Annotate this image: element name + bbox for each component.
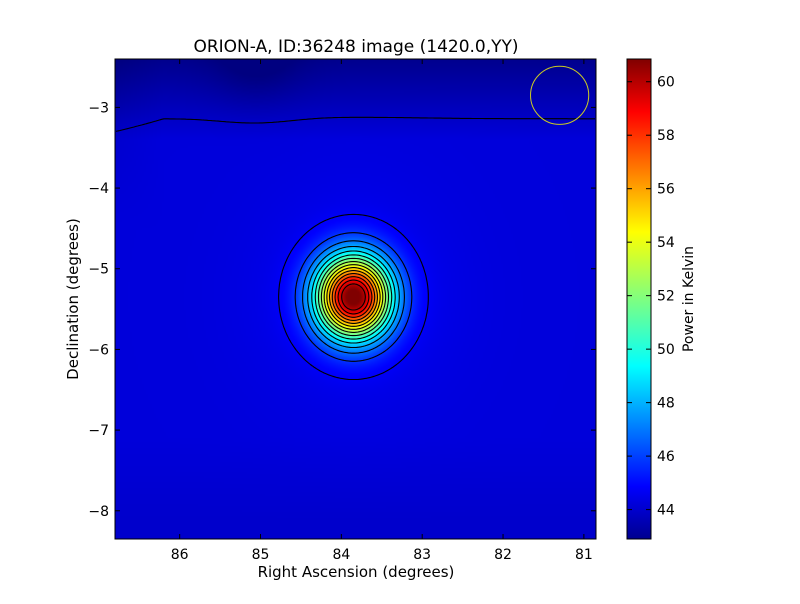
beam-marker bbox=[530, 65, 590, 125]
contour-line bbox=[328, 270, 378, 324]
colorbar: 44 46 48 50 52 54 56 58 60 bbox=[626, 58, 675, 540]
colorbar-tick-label: 54 bbox=[657, 235, 675, 251]
colorbar-tick-label: 50 bbox=[657, 342, 675, 358]
contour-line bbox=[115, 116, 595, 132]
contour-line bbox=[307, 245, 400, 349]
contour-line bbox=[326, 267, 381, 327]
y-tick-label: −3 bbox=[88, 100, 109, 116]
contour-line bbox=[314, 254, 393, 340]
y-tick-label: −8 bbox=[88, 504, 109, 520]
contour-line bbox=[294, 232, 413, 362]
x-tick-label: 85 bbox=[252, 547, 270, 563]
x-axis-label: Right Ascension (degrees) bbox=[258, 563, 455, 581]
colorbar-ticks: 44 46 48 50 52 54 56 58 60 bbox=[627, 75, 675, 519]
colorbar-tick-label: 56 bbox=[657, 182, 675, 198]
contour-line bbox=[311, 250, 396, 344]
contour-line bbox=[331, 273, 376, 321]
y-axis-label: Declination (degrees) bbox=[64, 218, 82, 380]
colorbar-tick-label: 48 bbox=[657, 396, 675, 412]
y-tick-label: −4 bbox=[88, 181, 109, 197]
contour-line bbox=[323, 264, 384, 330]
x-tick-label: 82 bbox=[494, 547, 512, 563]
contour-line bbox=[320, 261, 387, 333]
colorbar-tick-label: 52 bbox=[657, 289, 675, 305]
x-tick-label: 84 bbox=[332, 547, 350, 563]
y-axis: −3 −4 −5 −6 −7 −8 bbox=[88, 100, 596, 520]
colorbar-label: Power in Kelvin bbox=[681, 246, 697, 352]
y-tick-label: −7 bbox=[88, 423, 109, 439]
heatmap-image bbox=[115, 59, 596, 539]
colorbar-tick-label: 44 bbox=[657, 503, 675, 519]
x-tick-label: 86 bbox=[171, 547, 189, 563]
x-tick-label: 83 bbox=[413, 547, 431, 563]
contour-line bbox=[317, 257, 390, 337]
contour-line bbox=[337, 279, 370, 315]
chart-title: ORION-A, ID:36248 image (1420.0,YY) bbox=[193, 37, 518, 57]
colorbar-tick-label: 46 bbox=[657, 449, 675, 465]
y-tick-label: −5 bbox=[88, 262, 109, 278]
contour-line bbox=[334, 276, 373, 318]
y-tick-label: −6 bbox=[88, 342, 109, 358]
x-tick-label: 81 bbox=[575, 547, 593, 563]
colorbar-tick-label: 60 bbox=[657, 75, 675, 91]
contour-line bbox=[302, 240, 405, 354]
colorbar-gradient bbox=[626, 58, 652, 540]
plot-frame bbox=[114, 58, 597, 540]
contour-line bbox=[341, 283, 366, 311]
x-axis: 86 85 84 83 82 81 bbox=[171, 59, 593, 563]
contours bbox=[115, 116, 595, 381]
heatmap bbox=[115, 59, 596, 539]
colorbar-tick-label: 58 bbox=[657, 128, 675, 144]
contour-line bbox=[278, 213, 429, 381]
